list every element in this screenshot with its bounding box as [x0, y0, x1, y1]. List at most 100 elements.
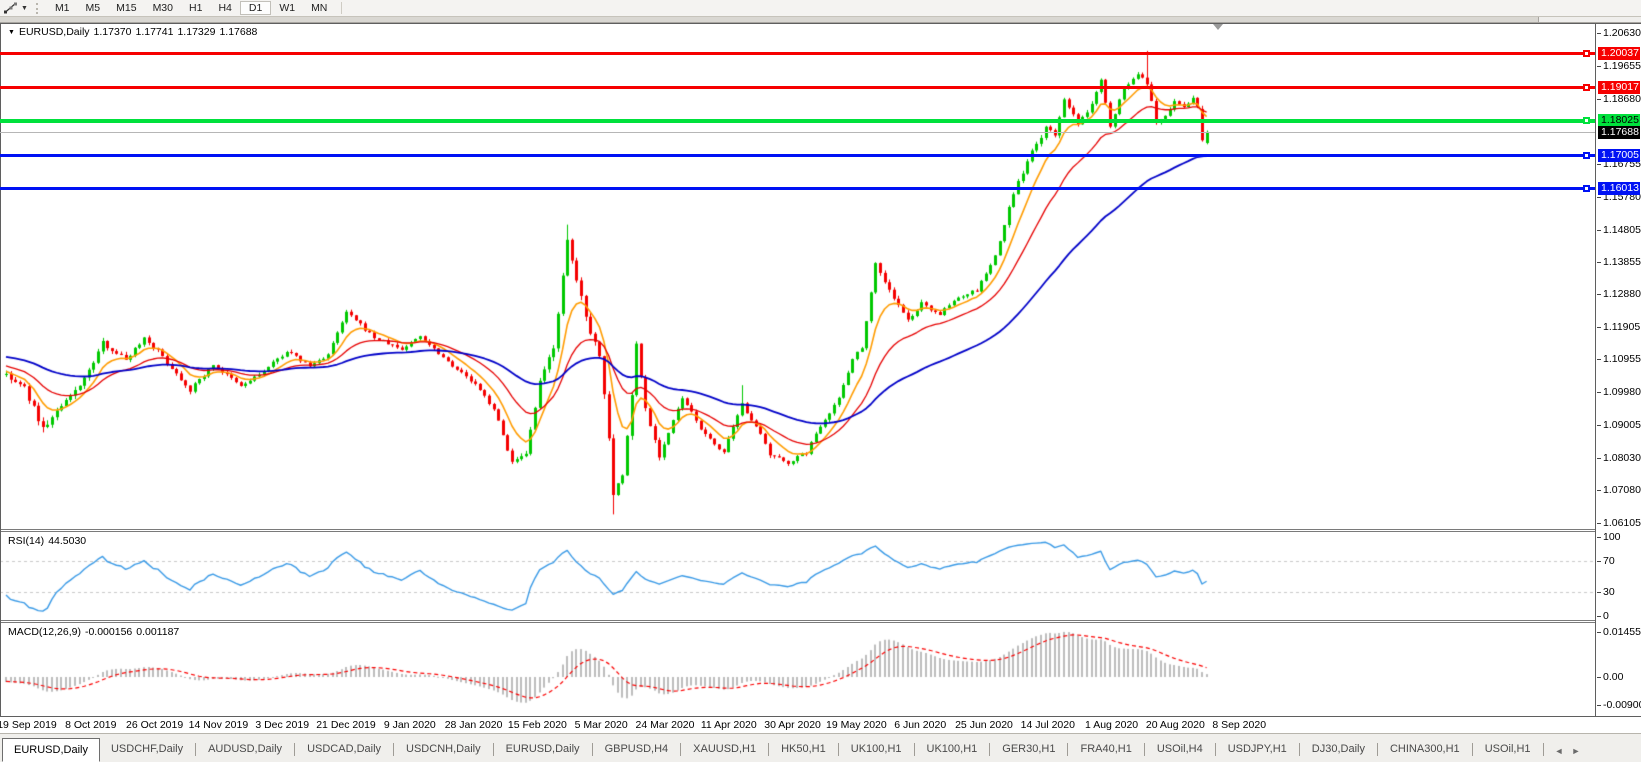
timeframe-button-M1[interactable]: M1 — [54, 2, 70, 14]
price-level-handle[interactable] — [1583, 185, 1590, 193]
date-axis-label: 8 Sep 2020 — [1212, 719, 1267, 731]
chart-tab-USDCNH-Daily[interactable]: USDCNH,Daily — [406, 743, 481, 755]
candlestick-canvas[interactable] — [0, 23, 1595, 529]
date-axis-label: 9 Jan 2020 — [383, 719, 436, 731]
chart-title: ▼ EURUSD,Daily 1.17370 1.17741 1.17329 1.1768… — [8, 26, 261, 38]
horizontal-scrollbar[interactable] — [0, 16, 1641, 23]
price-level-line[interactable] — [0, 51, 1595, 55]
macd-value-signal: 0.001187 — [136, 626, 180, 638]
tab-separator — [913, 743, 915, 756]
price-level-handle[interactable] — [1583, 117, 1590, 125]
line-studies-tool[interactable]: ▼ — [0, 1, 32, 16]
tab-separator — [989, 743, 991, 756]
tab-scroll-left-icon[interactable]: ◄ — [1554, 746, 1564, 756]
price-axis-tick: 1.12880 — [1597, 288, 1641, 300]
date-axis-label: 21 Dec 2019 — [316, 719, 376, 731]
tab-separator — [1067, 743, 1069, 756]
macd-value-main: -0.000156 — [84, 626, 133, 638]
toolbar: ▼ M1 M5 M15 M30 H1 H4 D1 W1 MN — [0, 0, 1641, 17]
price-level-badge: 1.19017 — [1598, 80, 1640, 94]
timeframe-button-M5[interactable]: M5 — [85, 2, 101, 14]
chart-tab-EURUSD-Daily[interactable]: EURUSD,Daily — [505, 743, 580, 755]
chart-tab-DJ30-Daily[interactable]: DJ30,Daily — [1311, 743, 1365, 755]
chart-tab-HK50-H1[interactable]: HK50,H1 — [781, 743, 826, 755]
price-axis-tick: 1.08030 — [1597, 452, 1641, 464]
price-level-line[interactable] — [0, 131, 1595, 133]
price-level-line[interactable] — [0, 85, 1595, 89]
timeframe-button-D1[interactable]: D1 — [239, 1, 272, 15]
tab-separator — [1214, 743, 1216, 756]
price-level-line[interactable] — [0, 118, 1595, 123]
chart-tab-FRA40-H1[interactable]: FRA40,H1 — [1080, 743, 1132, 755]
chart-dropdown-icon[interactable]: ▼ — [8, 29, 15, 36]
tab-separator — [1298, 743, 1300, 756]
chart-tab-USOil-H4[interactable]: USOil,H4 — [1156, 743, 1203, 755]
price-axis-tick: 1.14805 — [1597, 224, 1641, 236]
price-level-handle[interactable] — [1583, 151, 1590, 159]
timeframe-button-MN[interactable]: MN — [311, 2, 328, 14]
pane-splitter[interactable] — [0, 620, 1595, 623]
macd-axis-tick: 0.00 — [1597, 671, 1623, 683]
scrollbar-thumb[interactable] — [0, 17, 1539, 22]
price-axis-tick: 1.10955 — [1597, 353, 1641, 365]
rsi-axis-tick: 0 — [1597, 610, 1609, 622]
date-axis-label: 3 Dec 2019 — [255, 719, 310, 731]
price-level-line[interactable] — [0, 187, 1595, 191]
dropdown-caret-icon: ▼ — [21, 4, 28, 12]
chart-tab-GBPUSD-H4[interactable]: GBPUSD,H4 — [604, 743, 669, 755]
chart-shift-marker-icon[interactable] — [1213, 24, 1223, 30]
date-axis-label: 15 Feb 2020 — [507, 719, 567, 731]
line-studies-icon — [4, 2, 17, 14]
date-axis-label: 19 May 2020 — [826, 719, 887, 731]
tab-separator — [837, 743, 839, 756]
tab-separator — [294, 743, 296, 756]
price-level-line[interactable] — [0, 153, 1595, 157]
tab-separator — [492, 743, 494, 756]
tab-separator — [1143, 743, 1145, 756]
chart-tab-USDCAD-Daily[interactable]: USDCAD,Daily — [307, 743, 382, 755]
tab-separator — [680, 743, 682, 756]
toolbar-grip[interactable] — [35, 2, 41, 14]
macd-canvas[interactable] — [0, 623, 1595, 717]
price-level-handle[interactable] — [1583, 83, 1590, 91]
date-axis-label: 19 Sep 2019 — [0, 719, 57, 731]
chart-title-low: 1.17329 — [177, 26, 216, 38]
chart-tab-USOil-H1[interactable]: USOil,H1 — [1484, 743, 1531, 755]
chart-tab-CHINA300-H1[interactable]: CHINA300,H1 — [1389, 743, 1460, 755]
chart-tab-GER30-H1[interactable]: GER30,H1 — [1002, 743, 1056, 755]
macd-name: MACD(12,26,9) — [8, 626, 81, 638]
rsi-axis-tick: 100 — [1597, 531, 1621, 543]
macd-axis-tick: 0.014556 — [1597, 626, 1641, 638]
price-axis-tick: 1.07080 — [1597, 484, 1641, 496]
tab-scroll-right-icon[interactable]: ► — [1571, 746, 1581, 756]
chart-frame-top — [0, 23, 1641, 24]
chart-tab-AUDUSD-Daily[interactable]: AUDUSD,Daily — [208, 743, 283, 755]
price-axis-tick: 1.13855 — [1597, 256, 1641, 268]
toolbar-separator — [341, 2, 343, 14]
chart-tab-EURUSD-Daily[interactable]: EURUSD,Daily — [2, 738, 100, 762]
rsi-name: RSI(14) — [8, 535, 45, 547]
chart-tab-UK100-H1[interactable]: UK100,H1 — [850, 743, 902, 755]
timeframe-button-M30[interactable]: M30 — [152, 2, 173, 14]
date-axis-label: 1 Aug 2020 — [1085, 719, 1139, 731]
chart-tab-USDCHF-Daily[interactable]: USDCHF,Daily — [110, 743, 184, 755]
chart-tab-XAUUSD-H1[interactable]: XAUUSD,H1 — [693, 743, 757, 755]
timeframe-button-M15[interactable]: M15 — [116, 2, 137, 14]
rsi-canvas[interactable] — [0, 532, 1595, 620]
timeframe-button-W1[interactable]: W1 — [279, 2, 296, 14]
main-chart-pane: ▼ EURUSD,Daily 1.17370 1.17741 1.17329 1.1768… — [0, 23, 1595, 529]
timeframe-button-H1[interactable]: H1 — [189, 2, 203, 14]
tab-separator — [1471, 743, 1473, 756]
price-level-handle[interactable] — [1583, 49, 1590, 57]
pane-splitter[interactable] — [0, 529, 1595, 532]
date-axis-label: 30 Apr 2020 — [764, 719, 821, 731]
timeframe-button-H4[interactable]: H4 — [218, 2, 232, 14]
chart-tab-UK100-H1[interactable]: UK100,H1 — [926, 743, 978, 755]
rsi-value: 44.5030 — [48, 535, 87, 547]
date-axis-label: 6 Jun 2020 — [894, 719, 947, 731]
price-level-badge: 1.16013 — [1598, 182, 1640, 196]
chart-title-high: 1.17741 — [135, 26, 174, 38]
price-level-badge: 1.17688 — [1598, 125, 1640, 139]
chart-tab-USDJPY-H1[interactable]: USDJPY,H1 — [1227, 743, 1287, 755]
